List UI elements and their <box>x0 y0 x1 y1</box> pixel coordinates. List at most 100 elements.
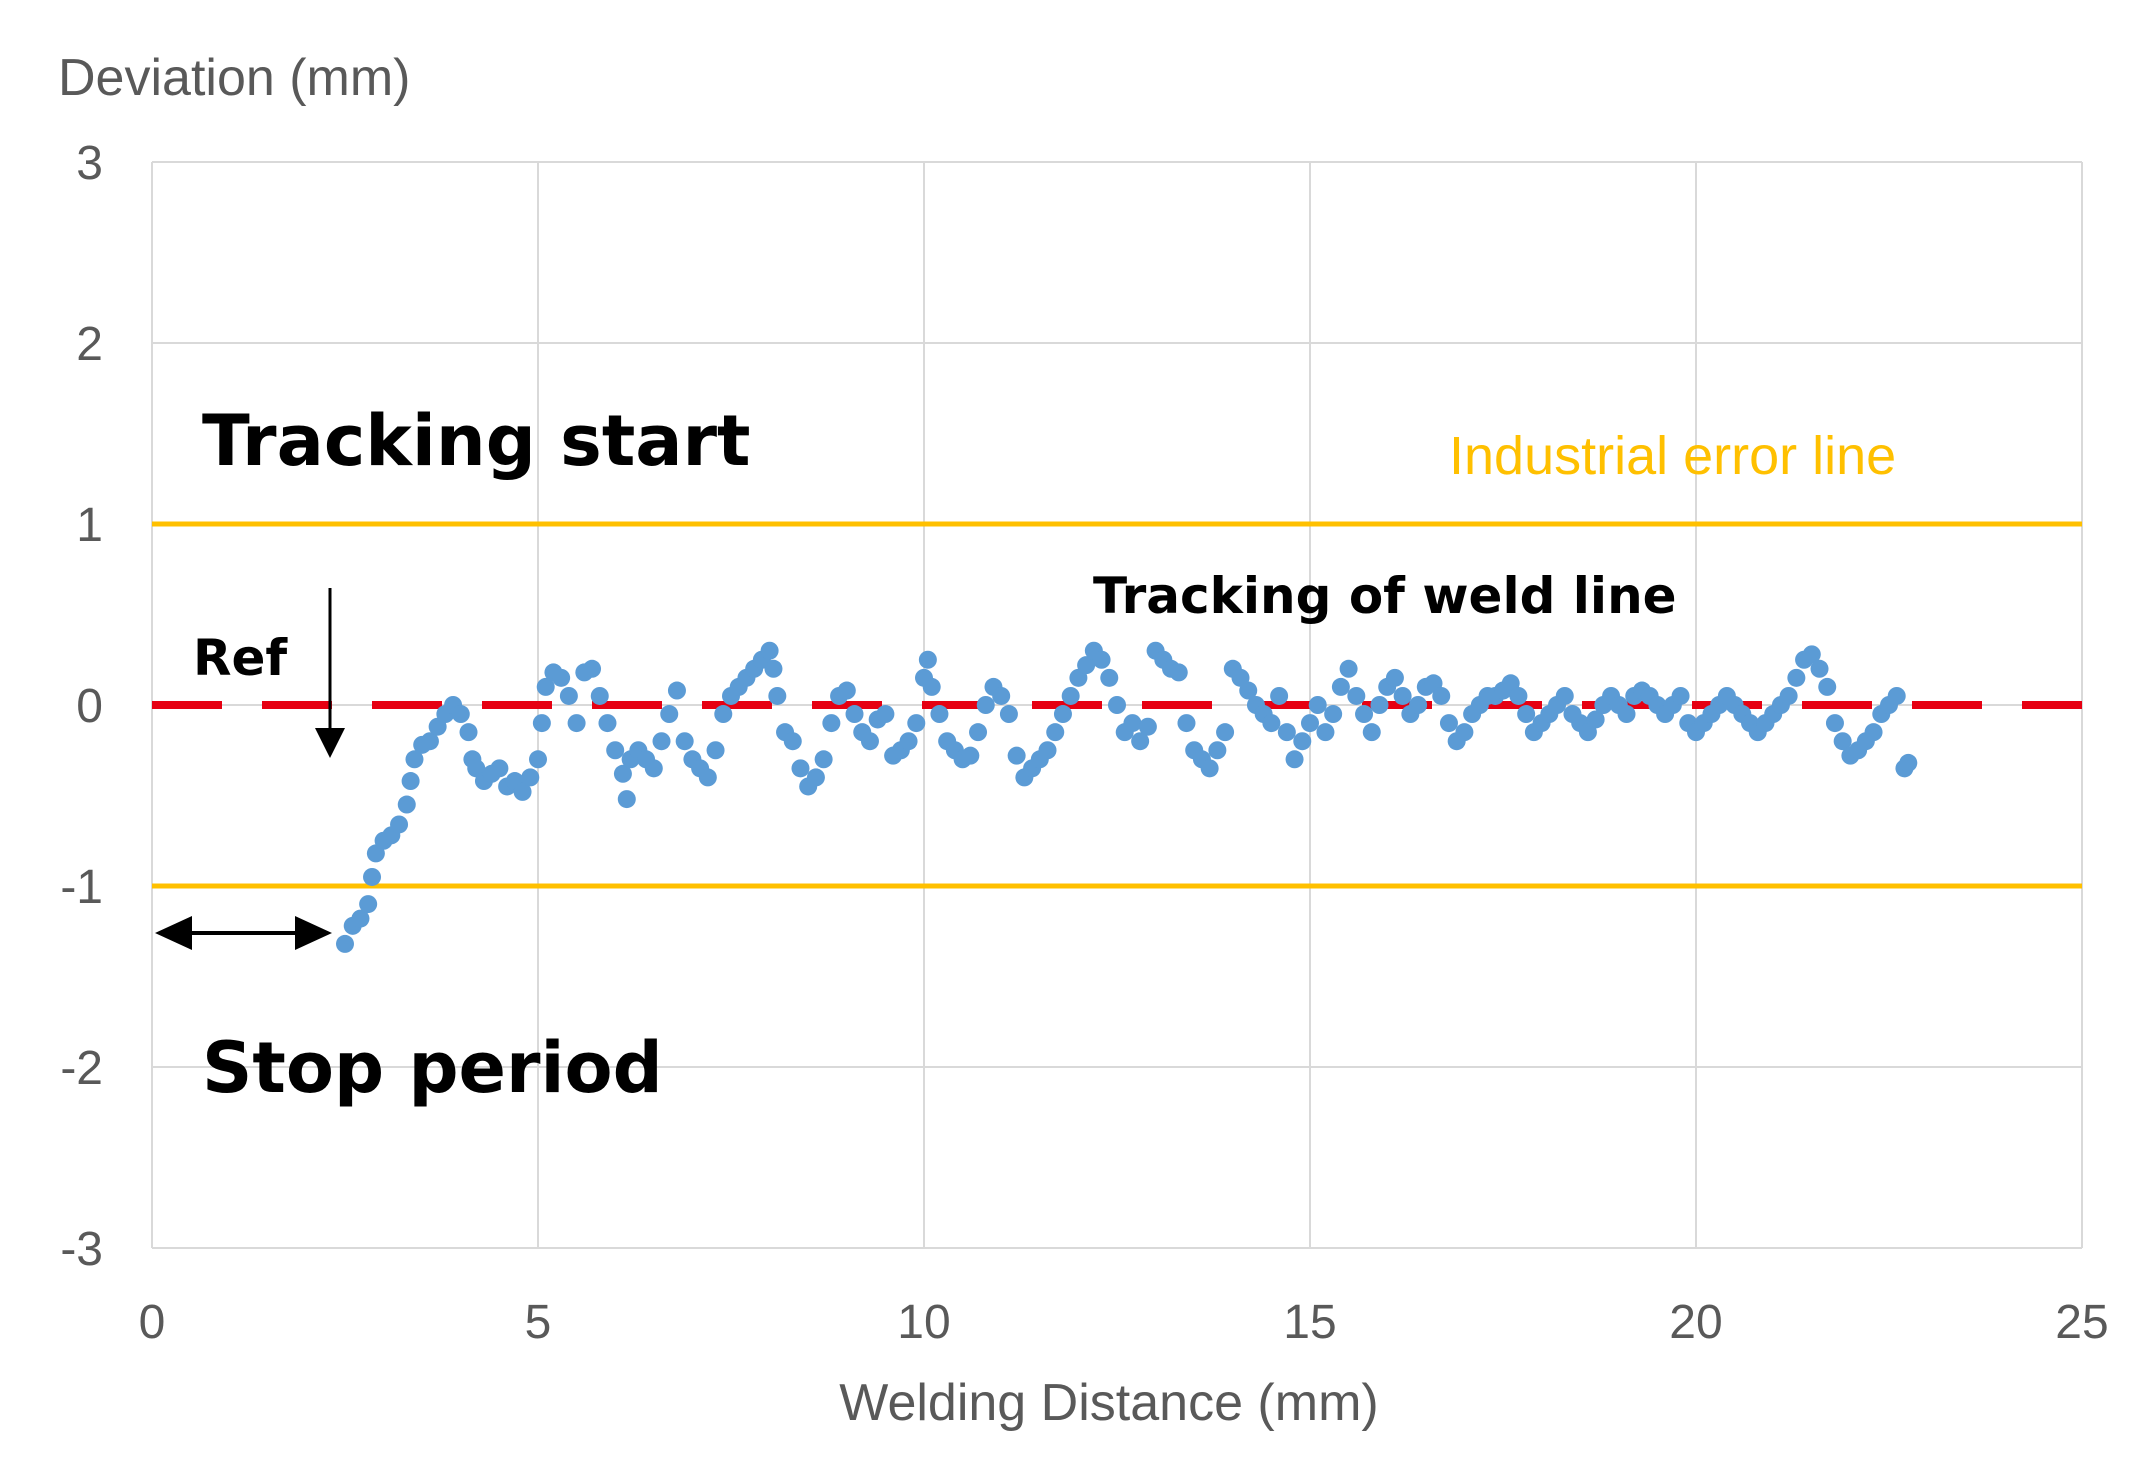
data-point <box>1007 746 1026 765</box>
data-point <box>1409 696 1428 714</box>
x-tick-label: 5 <box>525 1296 552 1349</box>
data-point <box>490 759 509 778</box>
data-point <box>1100 668 1119 687</box>
data-point <box>837 681 856 700</box>
data-point <box>552 668 571 687</box>
data-point <box>1385 668 1404 687</box>
data-point <box>1324 705 1343 724</box>
y-tick-label: 0 <box>76 680 103 733</box>
data-point <box>613 764 632 783</box>
y-tick-label: -1 <box>60 861 103 914</box>
data-point <box>1393 686 1412 705</box>
data-point <box>1787 668 1806 687</box>
data-point <box>1509 686 1528 705</box>
data-point <box>567 714 586 733</box>
data-point <box>1802 645 1821 664</box>
data-point <box>1301 714 1319 733</box>
data-point <box>451 705 470 724</box>
data-point <box>1208 741 1227 760</box>
data-point <box>1038 741 1057 760</box>
annotation-industrial-error-line: Industrial error line <box>1449 426 1896 486</box>
data-point <box>768 686 787 705</box>
data-point <box>1810 659 1829 678</box>
data-point <box>706 741 725 760</box>
annotation-tracking-start: Tracking start <box>202 400 751 482</box>
data-point <box>536 677 555 696</box>
data-point <box>1517 705 1536 724</box>
data-point <box>806 768 825 787</box>
data-point <box>1439 714 1458 733</box>
y-tick-label: 3 <box>76 137 103 190</box>
data-point <box>1864 723 1883 742</box>
data-point <box>1108 696 1126 714</box>
data-point <box>714 705 733 724</box>
data-point <box>1061 686 1080 705</box>
data-point <box>606 741 625 760</box>
reference-lines <box>152 521 2082 889</box>
data-point <box>1239 681 1258 700</box>
data-point <box>760 641 779 660</box>
data-point <box>1455 723 1474 742</box>
data-point <box>1092 650 1111 669</box>
data-point <box>667 681 686 700</box>
data-point <box>513 782 532 801</box>
data-point <box>559 686 578 705</box>
data-point <box>336 934 354 953</box>
data-point <box>845 705 864 724</box>
data-point <box>660 705 679 724</box>
annotation-ref: Ref <box>193 629 288 687</box>
data-point <box>999 705 1018 724</box>
data-point <box>529 750 547 769</box>
data-point <box>1825 714 1844 733</box>
data-point <box>1887 686 1906 705</box>
data-point <box>907 714 926 733</box>
data-point <box>1169 663 1188 682</box>
data-point <box>617 790 636 809</box>
data-point <box>1138 717 1157 736</box>
data-point <box>644 759 663 778</box>
x-axis-title: Welding Distance (mm) <box>839 1374 1378 1432</box>
data-point <box>359 895 378 914</box>
data-point <box>363 867 382 886</box>
data-point <box>390 815 409 834</box>
data-point <box>1818 677 1837 696</box>
stop-period-arrow-right-head <box>295 916 332 950</box>
data-point <box>1216 723 1235 742</box>
data-point <box>918 650 937 669</box>
data-point <box>1053 705 1072 724</box>
data-point <box>822 714 841 733</box>
y-tick-label: -3 <box>60 1223 103 1276</box>
data-point <box>930 705 949 724</box>
data-point <box>590 686 609 705</box>
data-point <box>1671 686 1690 705</box>
data-point <box>598 714 617 733</box>
data-point <box>1270 686 1289 705</box>
data-point <box>1293 732 1312 751</box>
y-tick-label: 1 <box>76 499 103 552</box>
data-point <box>351 909 370 928</box>
data-point <box>1362 723 1381 742</box>
data-point <box>1555 686 1574 705</box>
data-point <box>1339 659 1358 678</box>
data-point <box>961 746 980 765</box>
y-axis-title: Deviation (mm) <box>58 49 411 107</box>
data-point <box>1262 714 1281 733</box>
data-point <box>1617 705 1636 724</box>
data-point <box>1586 710 1605 729</box>
data-point <box>992 686 1011 705</box>
y-tick-label: 2 <box>76 318 103 371</box>
data-point <box>420 732 439 751</box>
x-tick-label: 10 <box>897 1296 950 1349</box>
data-point <box>1899 753 1918 772</box>
data-point <box>583 659 602 678</box>
data-point <box>1316 723 1335 742</box>
data-point <box>1355 705 1374 724</box>
data-point <box>1833 732 1852 751</box>
x-tick-label: 20 <box>1669 1296 1722 1349</box>
data-point <box>1779 686 1798 705</box>
data-point <box>791 759 810 778</box>
data-point <box>1285 750 1304 769</box>
data-point <box>922 677 941 696</box>
data-point <box>1347 686 1366 705</box>
